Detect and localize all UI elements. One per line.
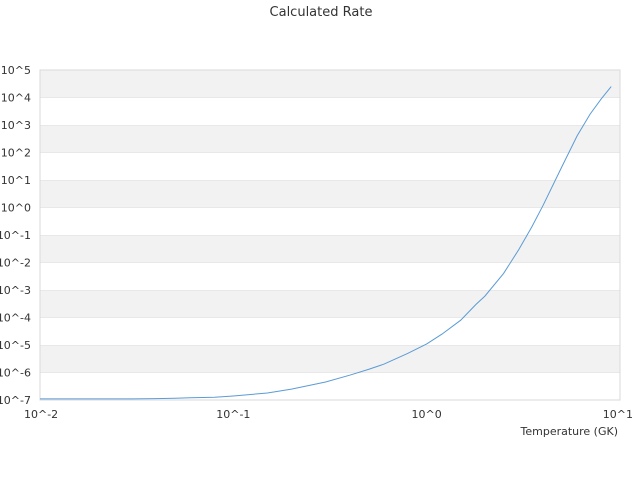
x-tick-label: 10^1: [603, 408, 633, 421]
y-tick-label: 10^0: [1, 202, 31, 215]
y-tick-label: 10^-4: [0, 312, 31, 325]
y-tick-label: 10^1: [1, 174, 31, 187]
grid-band: [40, 152, 620, 180]
grid-band: [40, 125, 620, 153]
grid-band: [40, 290, 620, 318]
grid-band: [40, 262, 620, 290]
y-tick-label: 10^3: [1, 119, 31, 132]
y-tick-label: 10^4: [1, 92, 31, 105]
y-tick-label: 10^-3: [0, 284, 31, 297]
y-tick-label: 10^-6: [0, 367, 31, 380]
y-tick-label: 10^-5: [0, 339, 31, 352]
y-axis-ticks: 10^-7 10^-6 10^-5 10^-4 10^-3 10^-2 10^-1 10^0 1…: [0, 64, 31, 407]
x-tick-label: 10^-1: [216, 408, 250, 421]
y-tick-label: 10^2: [1, 147, 31, 160]
grid-band: [40, 317, 620, 345]
y-tick-label: 10^5: [1, 64, 31, 77]
series-layer: [40, 86, 612, 400]
x-tick-label: 10^-2: [24, 408, 58, 421]
grid-band: [40, 207, 620, 235]
grid-bands: [40, 69, 620, 400]
grid-band: [40, 97, 620, 125]
chart-title: Calculated Rate: [270, 5, 373, 20]
grid-band: [40, 372, 620, 400]
grid-band: [40, 345, 620, 373]
plot-area-frame: [39, 69, 621, 401]
x-tick-label: 10^0: [412, 408, 442, 421]
x-axis-ticks: 10^-2 10^-1 10^0 10^1: [24, 408, 633, 421]
grid-band: [40, 70, 620, 98]
series-line: [40, 86, 612, 400]
grid-band: [40, 235, 620, 263]
grid-band: [40, 180, 620, 208]
y-tick-label: 10^-2: [0, 257, 31, 270]
x-axis-label: Temperature (GK): [520, 425, 619, 438]
y-tick-label: 10^-1: [0, 229, 31, 242]
y-tick-label: 10^-7: [0, 394, 31, 407]
